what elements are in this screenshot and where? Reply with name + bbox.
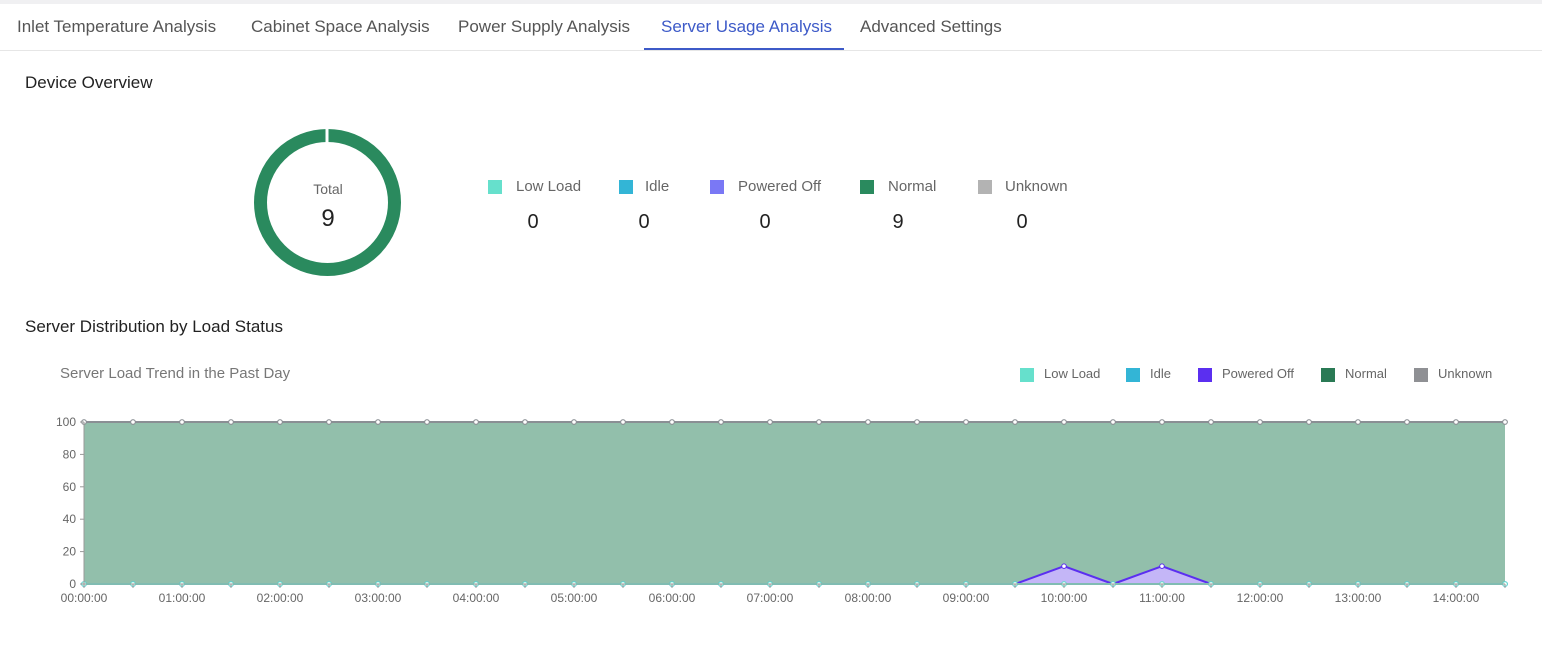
point-normal — [130, 419, 136, 425]
powered-off-swatch — [710, 180, 724, 194]
point-normal — [767, 419, 773, 425]
y-tick-label: 20 — [63, 545, 77, 559]
chart-unknown-swatch — [1414, 368, 1428, 382]
x-tick-label: 12:00:00 — [1237, 591, 1284, 605]
point-normal — [1110, 419, 1116, 425]
top-strip — [0, 0, 1542, 4]
point-normal — [571, 419, 577, 425]
point-normal — [1453, 419, 1459, 425]
point-normal — [1061, 419, 1067, 425]
x-tick-label: 05:00:00 — [551, 591, 598, 605]
point-normal — [375, 419, 381, 425]
point-normal — [963, 419, 969, 425]
point-normal — [1208, 419, 1214, 425]
tab-power-supply-analysis[interactable]: Power Supply Analysis — [458, 17, 630, 36]
point-powered-off — [1061, 563, 1067, 569]
idle-count: 0 — [638, 211, 650, 233]
y-tick-label: 40 — [63, 512, 77, 526]
y-tick-label: 0 — [69, 577, 76, 591]
x-tick-label: 07:00:00 — [747, 591, 794, 605]
chart-low-load-label: Low Load — [1044, 366, 1101, 381]
x-tick-label: 04:00:00 — [453, 591, 500, 605]
point-normal — [1257, 419, 1263, 425]
chart-powered-off-swatch — [1198, 368, 1212, 382]
point-normal — [1502, 419, 1508, 425]
point-normal — [914, 419, 920, 425]
point-normal — [326, 419, 332, 425]
x-tick-label: 13:00:00 — [1335, 591, 1382, 605]
powered-off-count: 0 — [759, 211, 771, 233]
tab-cabinet-space-analysis[interactable]: Cabinet Space Analysis — [251, 17, 430, 36]
chart-idle-swatch — [1126, 368, 1140, 382]
x-tick-label: 11:00:00 — [1139, 591, 1185, 605]
x-tick-label: 09:00:00 — [943, 591, 990, 605]
y-tick-label: 80 — [63, 447, 77, 461]
chart-normal-label: Normal — [1345, 366, 1387, 381]
point-normal — [473, 419, 479, 425]
idle-label: Idle — [645, 178, 670, 195]
total-value: 9 — [321, 205, 335, 232]
point-normal — [228, 419, 234, 425]
point-normal — [179, 419, 185, 425]
tab-inlet-temperature-analysis[interactable]: Inlet Temperature Analysis — [17, 17, 217, 36]
point-normal — [718, 419, 724, 425]
server-distribution-title: Server Distribution by Load Status — [25, 317, 283, 336]
normal-swatch — [860, 180, 874, 194]
low-load-label: Low Load — [516, 178, 582, 195]
total-label: Total — [313, 181, 343, 197]
tab-bar: Inlet Temperature Analysis Cabinet Space… — [0, 4, 1542, 51]
x-tick-label: 00:00:00 — [61, 591, 108, 605]
low-load-count: 0 — [527, 211, 539, 233]
low-load-swatch — [488, 180, 502, 194]
tab-advanced-settings[interactable]: Advanced Settings — [860, 17, 1002, 36]
area-normal — [84, 422, 1505, 584]
chart-powered-off-label: Powered Off — [1222, 366, 1295, 381]
point-normal — [1159, 419, 1165, 425]
chart-low-load-swatch — [1020, 368, 1034, 382]
normal-label: Normal — [888, 178, 937, 195]
point-normal — [424, 419, 430, 425]
unknown-count: 0 — [1016, 211, 1028, 233]
point-normal — [277, 419, 283, 425]
unknown-label: Unknown — [1005, 178, 1068, 195]
total-donut-chart — [254, 127, 401, 276]
point-normal — [865, 419, 871, 425]
point-normal — [1012, 419, 1018, 425]
point-normal — [522, 419, 528, 425]
x-tick-label: 01:00:00 — [159, 591, 206, 605]
chart-normal-swatch — [1321, 368, 1335, 382]
point-normal — [669, 419, 675, 425]
y-tick-label: 60 — [63, 480, 77, 494]
device-overview-title: Device Overview — [25, 73, 153, 92]
active-tab-indicator — [644, 48, 844, 50]
normal-count: 9 — [892, 211, 904, 233]
x-tick-label: 02:00:00 — [257, 591, 304, 605]
point-normal — [620, 419, 626, 425]
point-powered-off — [1159, 563, 1165, 569]
load-trend-chart: 0 20 40 60 80 100 00:00:00 01:00:00 02:00:00 03:0… — [56, 415, 1508, 605]
x-tick-label: 03:00:00 — [355, 591, 402, 605]
point-normal — [1404, 419, 1410, 425]
chart-idle-label: Idle — [1150, 366, 1171, 381]
idle-swatch — [619, 180, 633, 194]
point-normal — [1355, 419, 1361, 425]
x-tick-label: 10:00:00 — [1041, 591, 1088, 605]
chart-unknown-label: Unknown — [1438, 366, 1493, 381]
powered-off-label: Powered Off — [738, 178, 822, 195]
point-normal — [816, 419, 822, 425]
unknown-swatch — [978, 180, 992, 194]
tab-server-usage-analysis[interactable]: Server Usage Analysis — [661, 17, 833, 36]
x-tick-label: 14:00:00 — [1433, 591, 1480, 605]
x-tick-label: 06:00:00 — [649, 591, 696, 605]
point-normal — [1306, 419, 1312, 425]
chart-title: Server Load Trend in the Past Day — [60, 365, 291, 382]
x-tick-label: 08:00:00 — [845, 591, 892, 605]
y-tick-label: 100 — [56, 415, 76, 429]
